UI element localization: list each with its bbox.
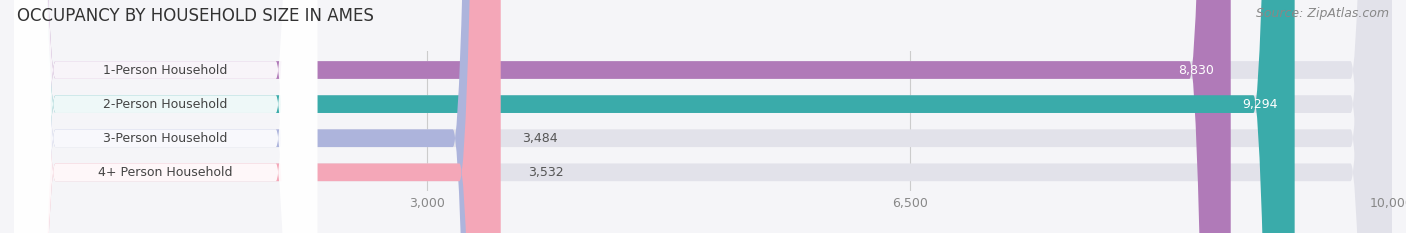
FancyBboxPatch shape [14,0,318,233]
FancyBboxPatch shape [14,0,1392,233]
Text: 2-Person Household: 2-Person Household [104,98,228,111]
Text: 1-Person Household: 1-Person Household [104,64,228,76]
Text: 3,532: 3,532 [529,166,564,179]
FancyBboxPatch shape [14,0,1295,233]
Text: 3,484: 3,484 [522,132,557,145]
FancyBboxPatch shape [14,0,318,233]
FancyBboxPatch shape [14,0,1392,233]
Text: OCCUPANCY BY HOUSEHOLD SIZE IN AMES: OCCUPANCY BY HOUSEHOLD SIZE IN AMES [17,7,374,25]
FancyBboxPatch shape [14,0,1392,233]
Text: 3-Person Household: 3-Person Household [104,132,228,145]
FancyBboxPatch shape [14,0,1392,233]
Text: 9,294: 9,294 [1243,98,1278,111]
Text: Source: ZipAtlas.com: Source: ZipAtlas.com [1256,7,1389,20]
Text: 8,830: 8,830 [1178,64,1215,76]
FancyBboxPatch shape [14,0,1230,233]
FancyBboxPatch shape [14,0,318,233]
FancyBboxPatch shape [14,0,501,233]
Text: 4+ Person Household: 4+ Person Household [98,166,233,179]
FancyBboxPatch shape [14,0,494,233]
FancyBboxPatch shape [14,0,318,233]
